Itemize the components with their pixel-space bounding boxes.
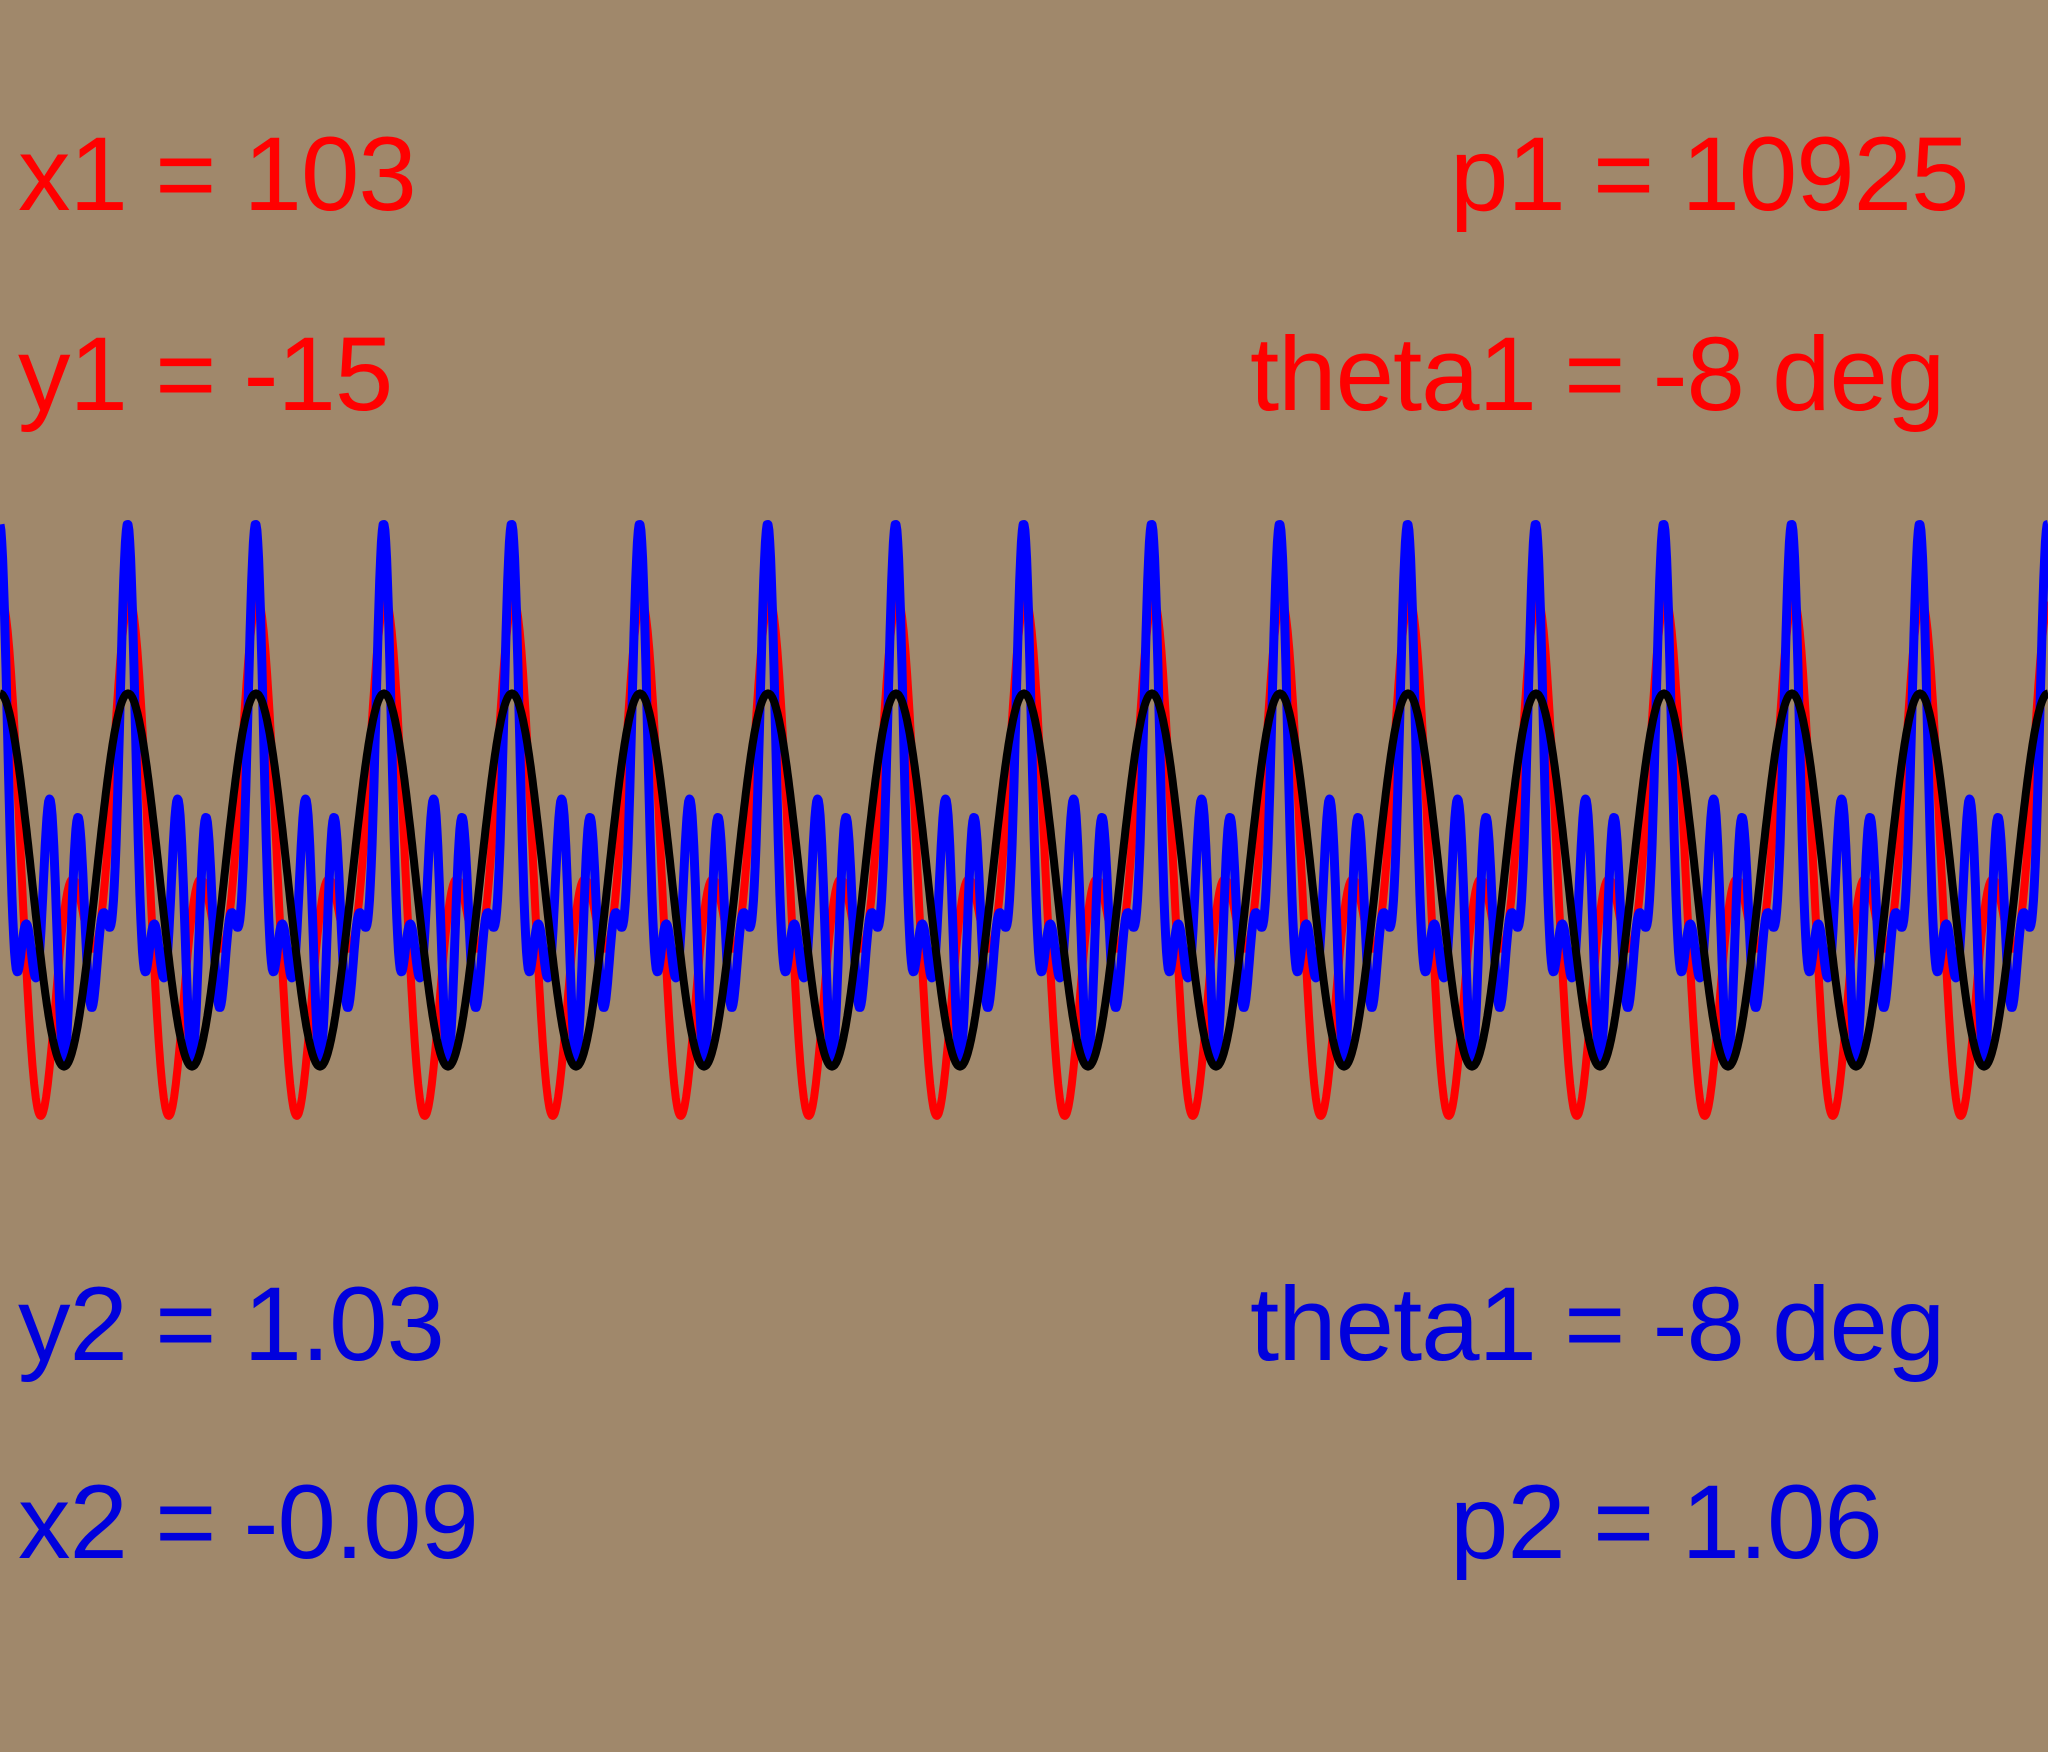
y2-readout: y2 = 1.03 [18,1266,445,1383]
x2-readout: x2 = -0.09 [18,1464,479,1581]
p1-readout: p1 = 10925 [1450,116,1969,233]
x1-readout: x1 = 103 [18,116,417,233]
theta1-readout-bottom: theta1 = -8 deg [1250,1266,1945,1383]
y1-readout: y1 = -15 [18,316,393,433]
series-lines [0,520,2048,1120]
black-series-line [0,689,2048,1071]
blue-series-line [0,520,2048,1065]
p2-readout: p2 = 1.06 [1450,1464,1883,1581]
theta1-readout-top: theta1 = -8 deg [1250,316,1945,433]
